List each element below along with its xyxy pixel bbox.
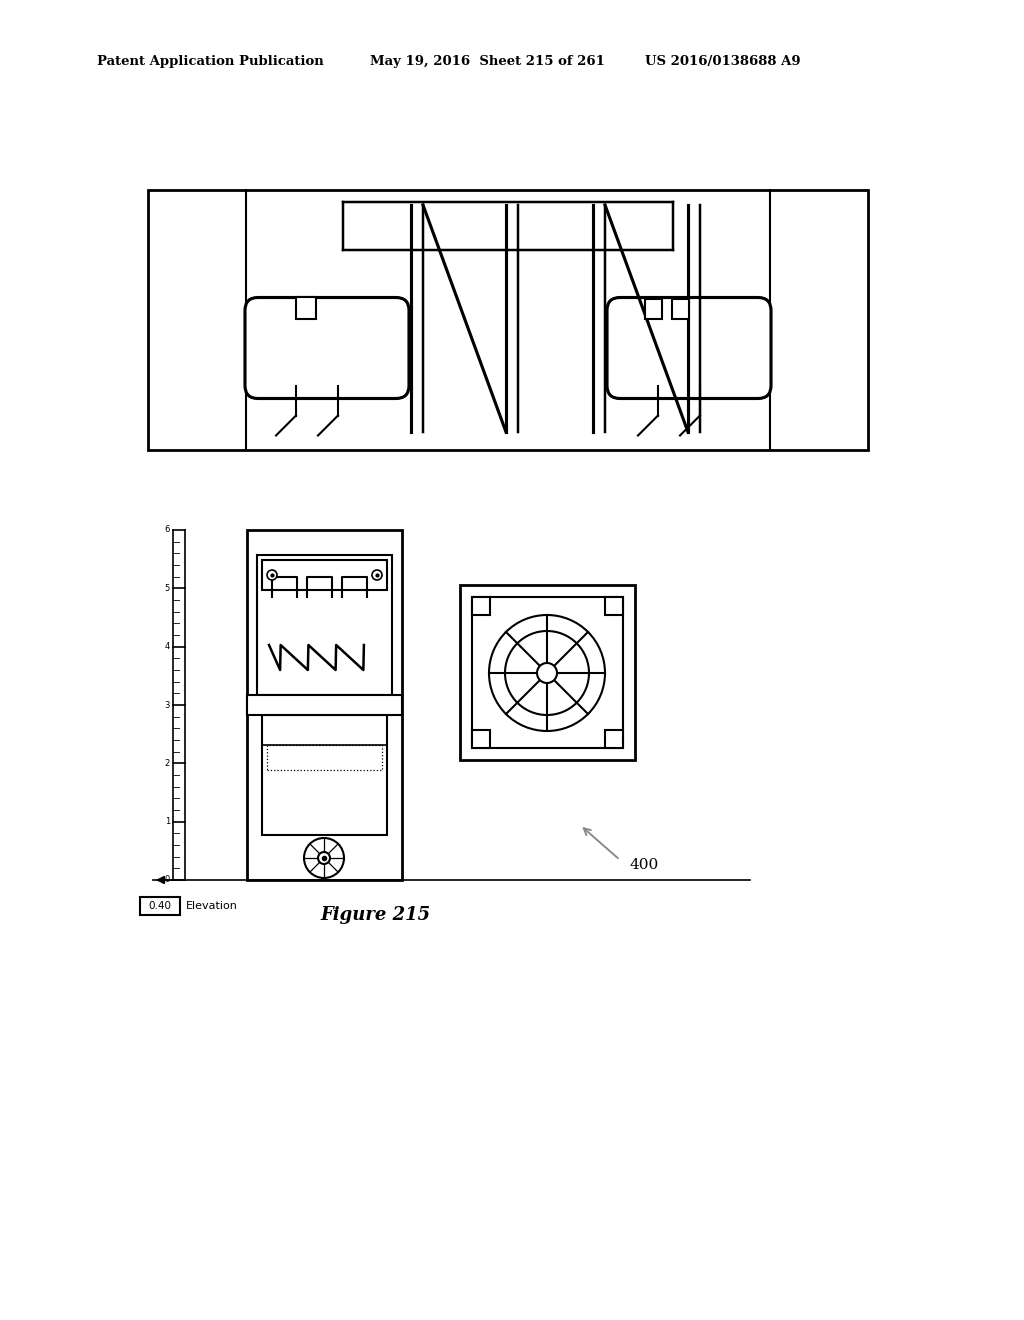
Bar xyxy=(257,554,392,696)
Text: 0: 0 xyxy=(165,875,170,884)
Bar xyxy=(267,744,382,770)
Text: 3: 3 xyxy=(165,701,170,710)
Bar xyxy=(472,597,490,615)
Bar xyxy=(296,297,316,318)
Text: 400: 400 xyxy=(630,858,659,873)
FancyBboxPatch shape xyxy=(245,297,409,399)
Bar xyxy=(460,585,635,760)
Circle shape xyxy=(267,570,278,579)
Bar xyxy=(645,298,662,318)
Bar xyxy=(140,898,180,915)
Circle shape xyxy=(372,570,382,579)
Text: US 2016/0138688 A9: US 2016/0138688 A9 xyxy=(645,55,801,69)
Text: 6: 6 xyxy=(165,525,170,535)
FancyBboxPatch shape xyxy=(607,297,771,399)
Text: Elevation: Elevation xyxy=(186,902,238,911)
Bar xyxy=(148,190,868,450)
Bar xyxy=(247,531,402,880)
Bar xyxy=(262,715,387,836)
Circle shape xyxy=(318,851,330,865)
Text: 0.40: 0.40 xyxy=(148,902,171,911)
Text: 4: 4 xyxy=(165,642,170,651)
Bar xyxy=(472,730,490,748)
Circle shape xyxy=(505,631,589,715)
Bar xyxy=(262,560,387,590)
Bar xyxy=(472,597,623,748)
Bar xyxy=(672,298,689,318)
Text: 1: 1 xyxy=(165,817,170,826)
Circle shape xyxy=(537,663,557,682)
Bar xyxy=(247,696,402,715)
Text: 5: 5 xyxy=(165,583,170,593)
Bar xyxy=(605,597,623,615)
Text: Patent Application Publication: Patent Application Publication xyxy=(97,55,324,69)
Circle shape xyxy=(304,838,344,878)
Text: May 19, 2016  Sheet 215 of 261: May 19, 2016 Sheet 215 of 261 xyxy=(370,55,605,69)
Bar xyxy=(605,730,623,748)
Text: 2: 2 xyxy=(165,759,170,768)
Circle shape xyxy=(489,615,605,731)
Text: Figure 215: Figure 215 xyxy=(319,906,430,924)
